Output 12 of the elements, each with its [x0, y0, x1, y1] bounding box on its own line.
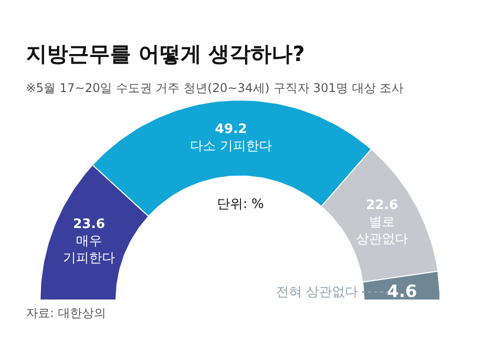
text: 자료: 대한상의 [26, 306, 106, 320]
slice-label: 전혀 상관없다 [276, 285, 358, 300]
chart-subtitle: ※5월 17~20일 수도권 거주 청년(20~34세) 구직자 301명 대상 조사 [26, 81, 404, 95]
slice-label: 별로 상관없다 [356, 214, 408, 247]
data-label: 23.6 [72, 217, 106, 232]
data-label: 22.6 [366, 198, 398, 213]
text: 단위: % [217, 197, 264, 212]
slice-label: 매우 기피한다 [63, 234, 115, 266]
slice-label: 다소 기피한다 [190, 138, 272, 154]
data-label: 4.6 [387, 282, 418, 302]
data-label: 49.2 [215, 122, 248, 137]
chart-title: 지방근무를 어떻게 생각하나? [26, 42, 305, 66]
